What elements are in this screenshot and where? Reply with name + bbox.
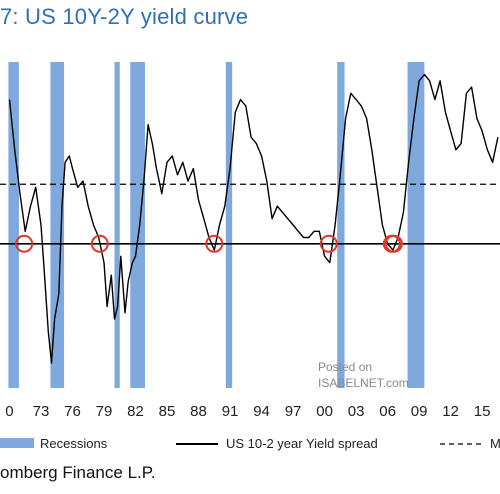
x-tick-label: 85 [159, 403, 176, 420]
x-tick-label: 12 [442, 403, 459, 420]
x-tick-label: 76 [64, 403, 81, 420]
spread-series [8, 73, 499, 364]
inversion-marker [15, 234, 34, 253]
x-tick-label: 88 [190, 403, 207, 420]
legend-label-spread: US 10-2 year Yield spread [226, 436, 378, 451]
x-tick-label: 03 [348, 403, 365, 420]
recession-bar [225, 62, 233, 388]
inversion-marker [319, 234, 338, 253]
inversion-marker [205, 234, 224, 253]
recession-bar [114, 62, 120, 388]
x-tick-label: 97 [285, 403, 302, 420]
x-tick-label: 82 [127, 403, 144, 420]
inversion-markers [15, 234, 403, 253]
x-tick-label: 91 [222, 403, 239, 420]
inversion-marker [90, 234, 109, 253]
legend-label-recessions: Recessions [40, 436, 108, 451]
legend: Recessions US 10-2 year Yield spread M [0, 436, 500, 451]
recession-bar [407, 62, 425, 388]
recession-bands [8, 62, 425, 388]
legend-swatch-recessions [0, 438, 34, 448]
chart-title: 7: US 10Y-2Y yield curve [0, 4, 249, 29]
x-tick-label: 09 [411, 403, 428, 420]
x-tick-label: 0 [5, 403, 13, 420]
recession-bar [130, 62, 145, 388]
x-tick-label: 06 [379, 403, 396, 420]
recession-bar [8, 62, 19, 388]
x-tick-label: 15 [474, 403, 491, 420]
x-tick-label: 00 [316, 403, 333, 420]
recession-bar [337, 62, 345, 388]
reference-lines [0, 183, 500, 245]
watermark-line2: ISABELNET.com [318, 376, 409, 390]
recession-bar [50, 62, 65, 388]
x-tick-label: 79 [96, 403, 113, 420]
inversion-marker [384, 234, 403, 253]
spread-line [8, 73, 499, 364]
x-tick-label: 73 [33, 403, 50, 420]
watermark-line1: Posted on [318, 360, 373, 374]
legend-label-mean: M [490, 436, 500, 451]
x-axis-ticks: 0 73 76 79 82 85 88 91 94 97 00 03 06 09 12 15 [5, 403, 490, 420]
x-tick-label: 94 [253, 403, 270, 420]
source-note: omberg Finance L.P. [0, 463, 156, 482]
